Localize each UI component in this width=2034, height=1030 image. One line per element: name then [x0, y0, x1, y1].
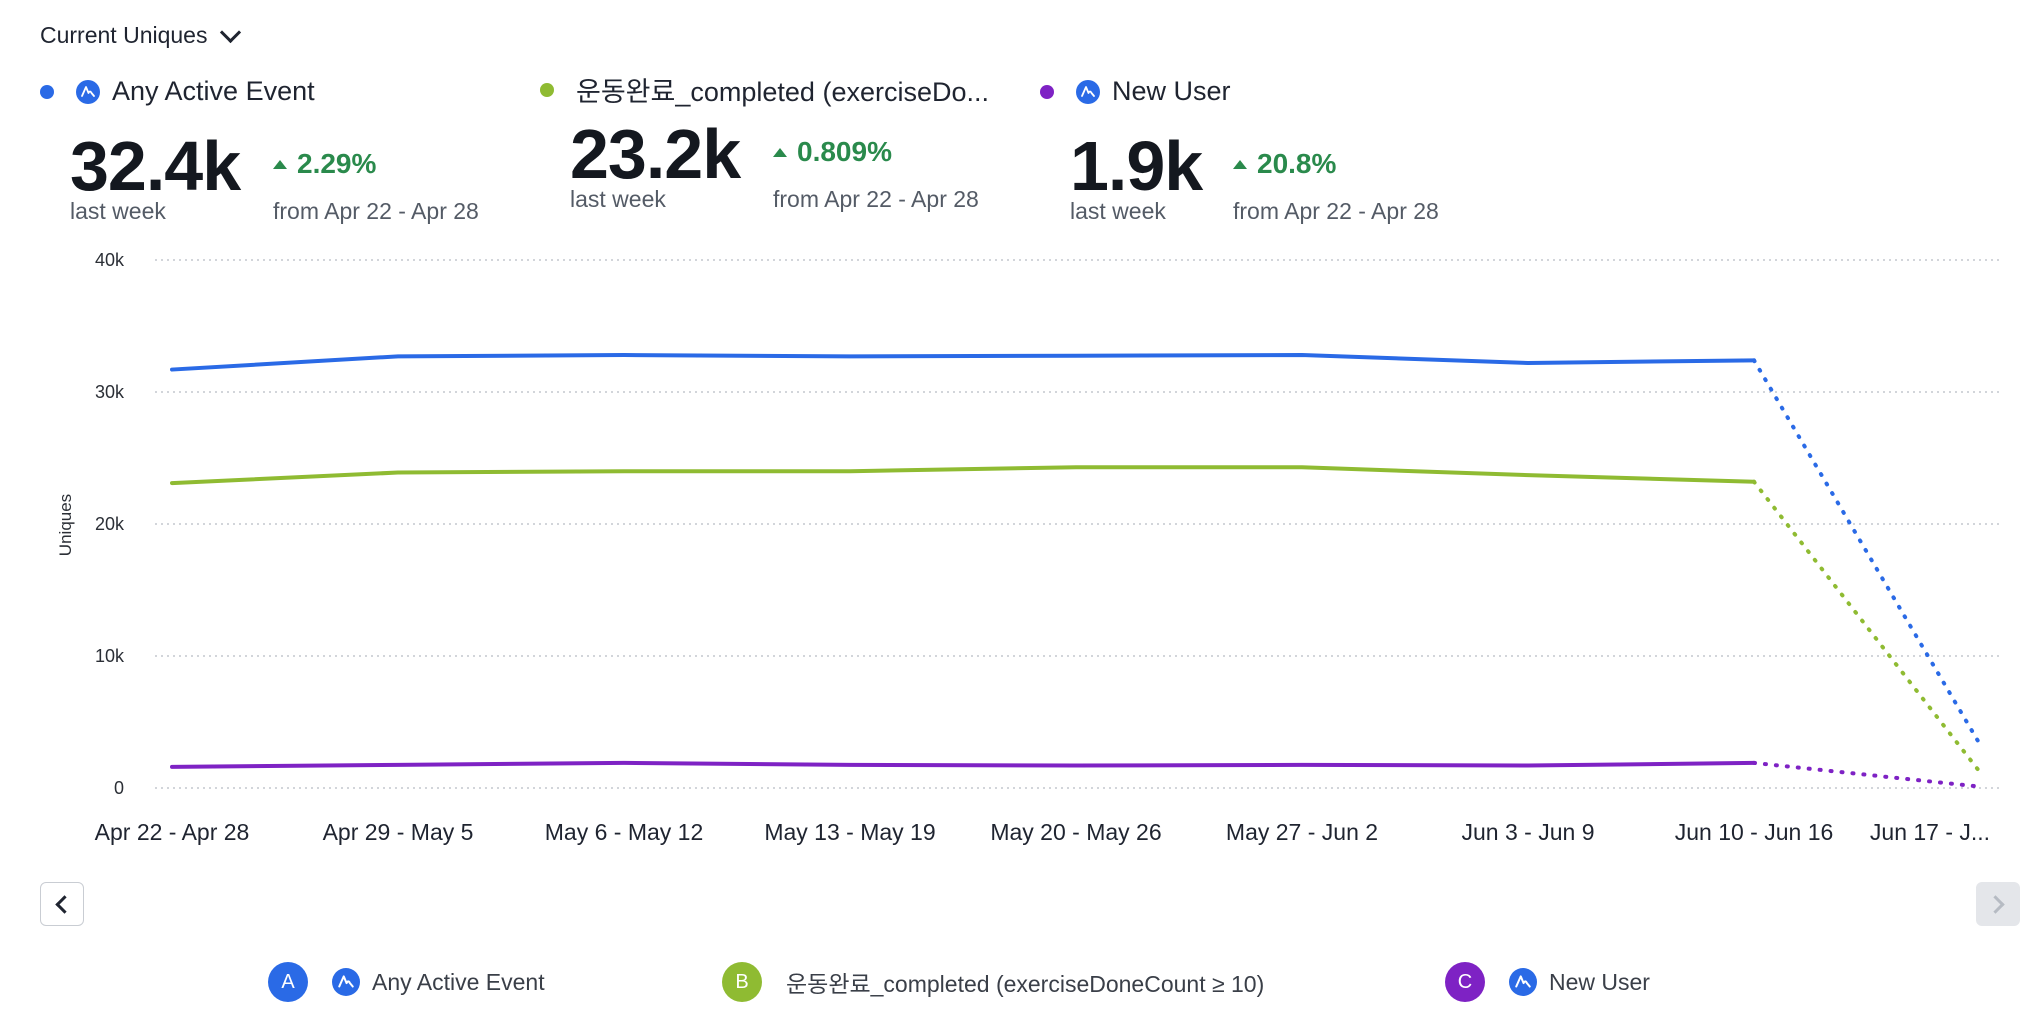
legend-item-a[interactable]: A Any Active Event: [268, 962, 545, 1002]
series-line[interactable]: [170, 353, 1756, 372]
kpi-delta-value: 20.8%: [1257, 148, 1337, 179]
series-layer: [170, 353, 1982, 789]
kpi-name: 운동완료_completed (exerciseDo...: [576, 77, 989, 107]
kpi-value: 1.9k: [1070, 127, 1203, 205]
chevron-right-icon: [1986, 894, 2005, 914]
y-tick-labels: 0 10k 20k 30k 40k: [95, 250, 125, 798]
x-tick-label: Jun 10 - Jun 16: [1675, 819, 1834, 845]
kpi-card-new-user: New User 1.9k last week 20.8% from Apr 2…: [1040, 76, 1520, 236]
kpi-card-exercise-completed: 운동완료_completed (exerciseDo... 23.2k last…: [540, 70, 1020, 230]
x-tick-label: Jun 3 - Jun 9: [1462, 819, 1595, 845]
kpi-name: New User: [1112, 76, 1231, 106]
x-tick-label: Apr 22 - Apr 28: [95, 819, 250, 845]
metric-selector-label: Current Uniques: [40, 22, 208, 48]
x-tick-label: May 27 - Jun 2: [1226, 819, 1378, 845]
legend-item-b[interactable]: B 운동완료_completed (exerciseDoneCount ≥ 10…: [722, 962, 1264, 1002]
x-tick-label: May 20 - May 26: [990, 819, 1161, 845]
y-tick-label: 10k: [95, 646, 125, 666]
kpi-comparison-range: from Apr 22 - Apr 28: [1233, 198, 1439, 224]
kpi-value: 32.4k: [70, 127, 241, 205]
kpi-card-any-active-event: Any Active Event 32.4k last week 2.29% f…: [40, 76, 520, 236]
trend-up-icon: [773, 147, 787, 157]
kpi-delta-value: 0.809%: [797, 136, 892, 167]
y-tick-label: 0: [114, 778, 124, 798]
series-line[interactable]: [170, 465, 1756, 486]
chevron-left-icon: [55, 894, 74, 914]
series-line-incomplete[interactable]: [1752, 358, 1982, 747]
legend-item-c[interactable]: C New User: [1445, 962, 1650, 1002]
legend-label: 운동완료_completed (exerciseDoneCount ≥ 10): [786, 971, 1265, 997]
x-tick-label: Apr 29 - May 5: [323, 819, 474, 845]
y-tick-label: 40k: [95, 250, 125, 270]
amplitude-icon: [332, 968, 360, 996]
kpi-period: last week: [570, 186, 666, 212]
grid-layer: [155, 259, 2000, 789]
kpi-comparison-range: from Apr 22 - Apr 28: [773, 186, 979, 212]
next-page-button[interactable]: [1976, 882, 2020, 926]
series-color-dot: [1040, 84, 1054, 99]
series-letter-badge: C: [1445, 962, 1485, 1002]
y-axis-title: Uniques: [56, 494, 75, 556]
x-tick-label: Jun 17 - J...: [1870, 819, 1990, 845]
legend-label: New User: [1549, 968, 1650, 995]
series-line-incomplete[interactable]: [1752, 760, 1982, 789]
legend-label: Any Active Event: [372, 968, 545, 995]
amplitude-icon: [1076, 79, 1100, 104]
trend-up-icon: [1233, 159, 1247, 169]
amplitude-icon: [76, 79, 100, 104]
series-color-dot: [540, 82, 554, 97]
series-letter-badge: B: [722, 962, 762, 1002]
x-tick-label: May 6 - May 12: [545, 819, 704, 845]
kpi-name: Any Active Event: [112, 76, 315, 106]
series-line[interactable]: [170, 760, 1756, 769]
series-color-dot: [40, 84, 54, 99]
kpi-period: last week: [1070, 198, 1166, 224]
kpi-comparison-range: from Apr 22 - Apr 28: [273, 198, 479, 224]
metric-selector[interactable]: Current Uniques: [40, 21, 242, 49]
kpi-delta: 20.8%: [1233, 148, 1336, 180]
y-tick-label: 30k: [95, 382, 125, 402]
kpi-period: last week: [70, 198, 166, 224]
x-tick-label: May 13 - May 19: [764, 819, 935, 845]
trend-up-icon: [273, 159, 287, 169]
x-tick-labels: Apr 22 - Apr 28 Apr 29 - May 5 May 6 - May…: [95, 819, 1990, 845]
series-1: [170, 353, 1982, 747]
amplitude-icon: [1509, 968, 1537, 996]
kpi-delta-value: 2.29%: [297, 148, 377, 179]
kpi-delta: 2.29%: [273, 148, 376, 180]
series-letter-badge: A: [268, 962, 308, 1002]
y-tick-label: 20k: [95, 514, 125, 534]
kpi-delta: 0.809%: [773, 136, 892, 168]
kpi-value: 23.2k: [570, 115, 741, 193]
series-3: [170, 760, 1982, 789]
series-line-incomplete[interactable]: [1752, 479, 1982, 775]
series-2: [170, 465, 1982, 775]
previous-page-button[interactable]: [40, 882, 84, 926]
